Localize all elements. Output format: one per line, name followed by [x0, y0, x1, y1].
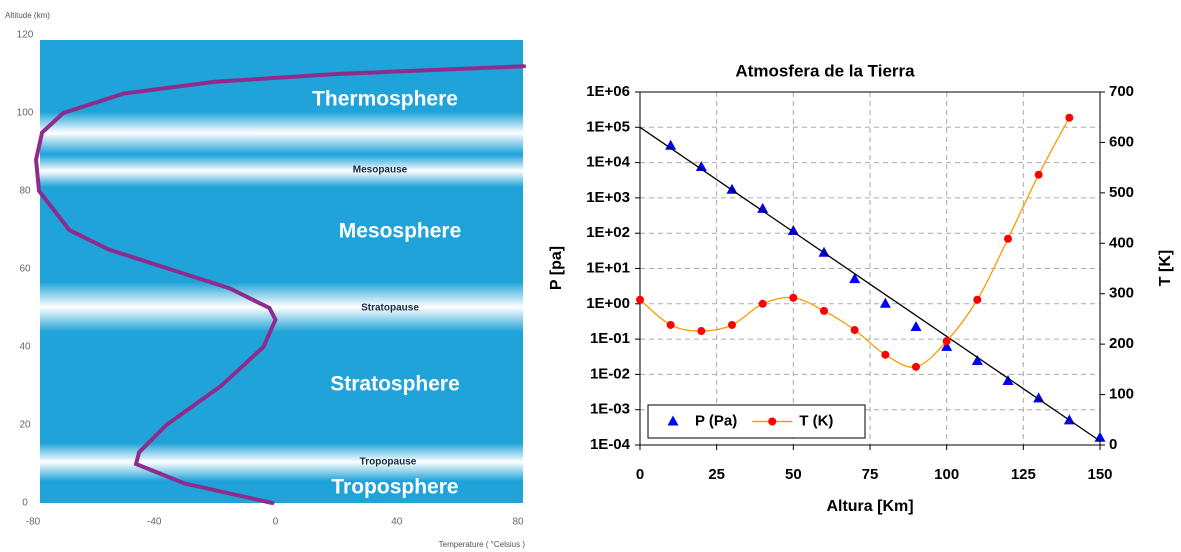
x-tick-label: 0 — [273, 517, 279, 528]
marker — [1034, 170, 1043, 179]
x-tick-label: 150 — [1087, 466, 1112, 483]
marker — [849, 273, 861, 284]
x-tick-label: 50 — [785, 466, 802, 483]
marker — [1004, 234, 1012, 243]
y2-tick-label: 300 — [1109, 285, 1134, 302]
legend-label: T (K) — [799, 412, 833, 429]
y-tick-label: 1E+00 — [586, 295, 630, 312]
marker — [971, 354, 983, 365]
marker — [665, 139, 677, 150]
marker — [879, 297, 891, 308]
marker — [636, 295, 644, 304]
marker — [973, 295, 982, 304]
band — [40, 443, 523, 481]
marker — [850, 326, 859, 335]
y-tick-label: 100 — [17, 108, 34, 119]
marker — [1002, 375, 1014, 386]
x-axis-label: Temperature ( °Celsius ) — [439, 540, 526, 549]
y-tick-label: 0 — [22, 498, 28, 509]
y2-tick-label: 0 — [1109, 436, 1117, 453]
y-tick-label: 60 — [19, 264, 31, 275]
x-tick-label: -80 — [26, 517, 41, 528]
layer-label: Mesopause — [353, 165, 408, 176]
legend-marker — [667, 415, 679, 426]
x-axis-label: Altura [Km] — [826, 498, 913, 515]
marker — [881, 350, 890, 359]
marker — [942, 337, 951, 346]
y-tick-label: 1E-01 — [590, 330, 630, 347]
layer-label: Stratosphere — [330, 373, 460, 396]
layer-label: Stratopause — [361, 303, 419, 314]
y-tick-label: 1E+03 — [586, 189, 630, 206]
chart-title: Atmosfera de la Tierra — [735, 61, 915, 80]
x-tick-label: -40 — [147, 517, 162, 528]
y-tick-label: 40 — [19, 342, 31, 353]
x-tick-label: 125 — [1011, 466, 1036, 483]
marker — [789, 293, 798, 302]
y2-tick-label: 100 — [1109, 386, 1134, 403]
marker — [910, 321, 922, 332]
band — [40, 282, 523, 332]
x-tick-label: 40 — [391, 517, 403, 528]
x-tick-label: 25 — [708, 466, 725, 483]
marker — [1033, 392, 1045, 403]
x-tick-label: 0 — [636, 466, 644, 483]
series-line — [639, 126, 1101, 442]
marker — [695, 161, 707, 172]
x-tick-label: 75 — [862, 466, 879, 483]
x-tick-label: 100 — [934, 466, 959, 483]
layer-labels: Thermosphere Mesopause Mesosphere Stratopau… — [312, 88, 461, 499]
y2-axis-label: T [K] — [1157, 250, 1174, 286]
layer-label: Troposphere — [331, 476, 458, 499]
marker — [787, 225, 799, 236]
legend-label: P (Pa) — [695, 412, 737, 429]
y-axis-label: Altitude (km) — [5, 11, 50, 20]
y2-tick-label: 400 — [1109, 234, 1134, 251]
band — [40, 155, 523, 187]
y-tick-label: 1E+04 — [586, 154, 630, 171]
layer-label: Tropopause — [360, 457, 417, 468]
y2-tick-label: 600 — [1109, 133, 1134, 150]
y2-tick-label: 200 — [1109, 335, 1134, 352]
y-tick-label: 1E-04 — [590, 436, 631, 453]
y2-tick-label: 700 — [1109, 83, 1134, 100]
y-tick-label: 1E+01 — [586, 259, 630, 276]
marker — [757, 202, 769, 213]
y-tick-label: 1E-02 — [590, 365, 630, 382]
y-tick-label: 80 — [19, 186, 31, 197]
marker — [758, 299, 767, 308]
y-tick-label: 1E-03 — [590, 401, 630, 418]
y-tick-label: 1E+02 — [586, 224, 630, 241]
marker — [728, 320, 736, 329]
layer-label: Mesosphere — [339, 220, 462, 243]
y-tick-label: 1E+05 — [586, 118, 630, 135]
marker — [941, 340, 953, 351]
series-line — [34, 64, 527, 505]
marker — [1065, 113, 1074, 122]
y-tick-label: 1E+06 — [586, 83, 630, 100]
marker — [697, 327, 706, 336]
x-tick-label: 80 — [512, 517, 524, 528]
y-tick-label: 20 — [19, 420, 31, 431]
y-tick-label: 120 — [17, 30, 34, 41]
y2-tick-label: 500 — [1109, 184, 1134, 201]
marker — [820, 306, 828, 315]
plot-frame — [639, 91, 1101, 446]
legend-marker — [768, 417, 777, 426]
band — [40, 112, 523, 154]
layer-label: Thermosphere — [312, 88, 458, 111]
marker — [666, 320, 675, 329]
y-axis-label: P [pa] — [548, 246, 565, 290]
marker — [912, 362, 920, 371]
